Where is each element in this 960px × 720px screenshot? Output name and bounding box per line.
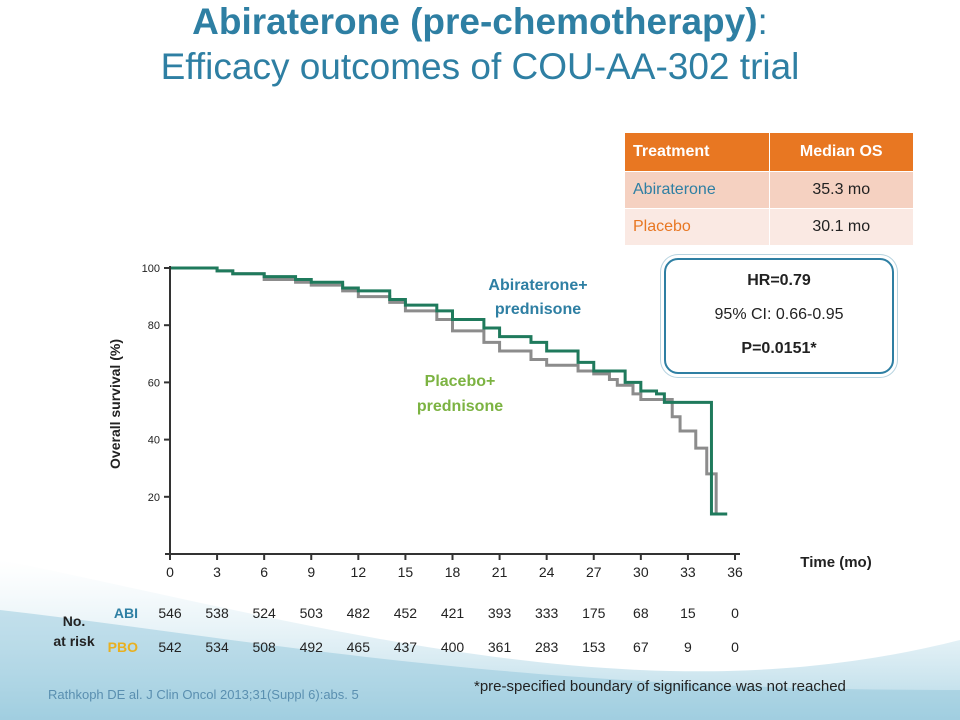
at-risk-value: 465 [347,639,371,655]
y-tick-label: 20 [148,492,160,504]
hazard-ratio: HR=0.79 [747,272,811,289]
x-tick-label: 9 [307,564,315,580]
at-risk-value: 361 [488,639,512,655]
title-colon: : [757,1,768,42]
x-axis-label: Time (mo) [800,554,871,571]
p-value: P=0.0151* [741,340,817,357]
at-risk-value: 534 [205,639,229,655]
at-risk-arm-label: ABI [114,605,138,621]
at-risk-value: 503 [300,605,324,621]
at-risk-value: 283 [535,639,559,655]
x-tick-label: 27 [586,564,602,580]
at-risk-value: 15 [680,605,696,621]
at-risk-value: 175 [582,605,606,621]
at-risk-value: 67 [633,639,649,655]
slide-title: Abiraterone (pre-chemotherapy): Efficacy… [0,1,960,87]
x-tick-label: 21 [492,564,508,580]
at-risk-value: 452 [394,605,418,621]
confidence-interval: 95% CI: 0.66-0.95 [714,306,844,323]
at-risk-value: 524 [252,605,276,621]
at-risk-arm-label: PBO [108,639,138,655]
x-tick-label: 18 [445,564,461,580]
at-risk-value: 421 [441,605,465,621]
x-tick-label: 30 [633,564,649,580]
y-axis-label: Overall survival (%) [107,339,123,469]
at-risk-value: 393 [488,605,512,621]
series-line-placebo [170,266,728,516]
x-tick-label: 12 [351,564,367,580]
at-risk-value: 0 [731,605,739,621]
at-risk-value: 9 [684,639,692,655]
at-risk-value: 482 [347,605,371,621]
y-tick-label: 40 [148,435,160,447]
y-tick-label: 80 [148,320,160,332]
at-risk-header-line2: at risk [53,633,94,649]
x-tick-label: 24 [539,564,555,580]
y-tick-label: 100 [142,263,160,275]
at-risk-value: 153 [582,639,606,655]
table-cell-treatment: Placebo [624,208,770,246]
table-cell-median: 35.3 mo [768,171,915,209]
x-tick-label: 33 [680,564,696,580]
at-risk-value: 538 [205,605,229,621]
table-row: Placebo 30.1 mo [624,208,915,246]
x-tick-label: 3 [213,564,221,580]
at-risk-value: 0 [731,639,739,655]
abi-label-line2: prednisone [495,301,581,318]
x-tick-label: 6 [260,564,268,580]
at-risk-value: 546 [158,605,182,621]
hazard-ratio-box: HR=0.79 95% CI: 0.66-0.95 P=0.0151* [664,258,894,374]
pbo-label-line2: prednisone [417,398,503,415]
at-risk-value: 542 [158,639,182,655]
at-risk-value: 400 [441,639,465,655]
abi-label-line1: Abiraterone+ [488,277,587,294]
at-risk-value: 68 [633,605,649,621]
x-tick-label: 15 [398,564,414,580]
at-risk-value: 333 [535,605,559,621]
table-cell-treatment: Abiraterone [624,171,770,209]
y-tick-label: 60 [148,377,160,389]
at-risk-header-line1: No. [63,613,86,629]
x-tick-label: 0 [166,564,174,580]
title-sub: Efficacy outcomes of COU-AA-302 trial [160,45,800,87]
table-cell-median: 30.1 mo [768,208,915,246]
pbo-label-line1: Placebo+ [425,373,496,390]
at-risk-value: 492 [300,639,324,655]
at-risk-value: 437 [394,639,418,655]
significance-footnote: *pre-specified boundary of significance … [474,678,846,695]
x-tick-label: 36 [727,564,743,580]
table-header-median: Median OS [768,132,915,172]
title-main: Abiraterone (pre-chemotherapy) [192,1,758,42]
series-line-abiraterone [170,266,728,516]
median-os-table: Treatment Median OS Abiraterone 35.3 mo … [624,132,915,246]
at-risk-value: 508 [252,639,276,655]
table-row: Abiraterone 35.3 mo [624,171,915,209]
reference-citation: Rathkoph DE al. J Clin Oncol 2013;31(Sup… [48,687,359,702]
